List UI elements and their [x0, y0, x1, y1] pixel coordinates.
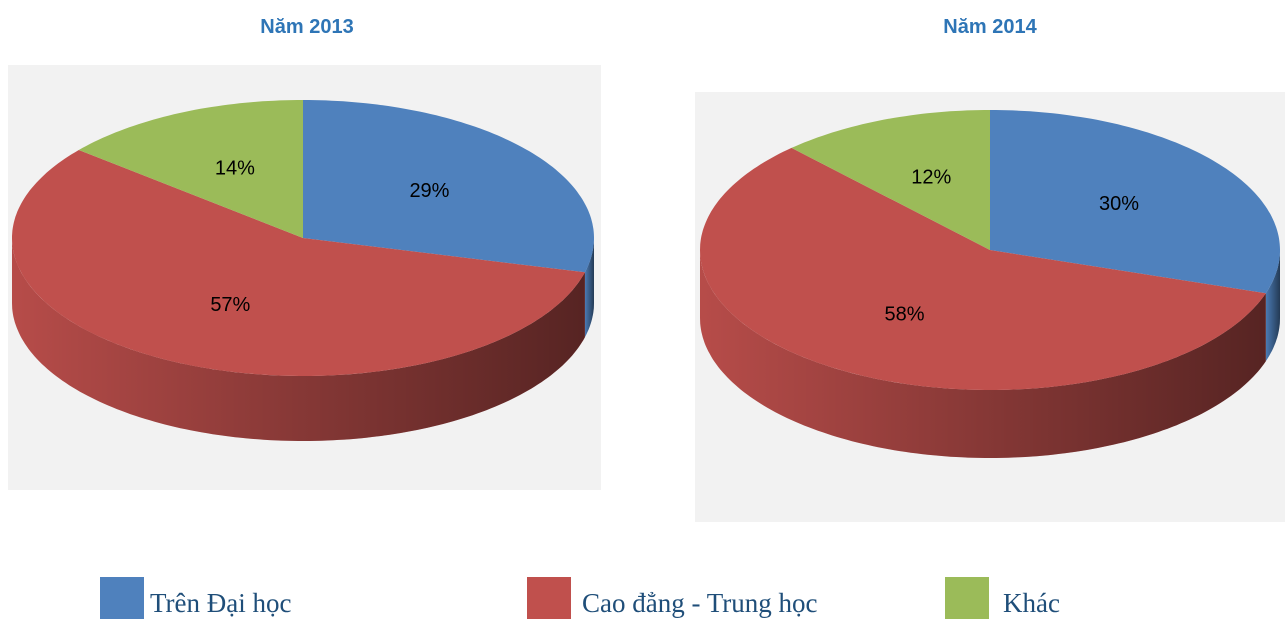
pie-side-shade	[12, 238, 585, 441]
data-label: 57%	[210, 294, 250, 316]
legend-swatch	[945, 577, 989, 619]
legend-label: Khác	[1003, 588, 1060, 618]
legend-swatch	[100, 577, 144, 619]
data-label: 29%	[409, 180, 449, 202]
chart-title: Năm 2013	[260, 16, 353, 38]
pie-slice	[990, 110, 1280, 294]
data-label: 30%	[1099, 193, 1139, 215]
data-label: 14%	[215, 158, 255, 180]
pie-slice	[303, 100, 594, 273]
pie-side-shade	[700, 250, 1266, 458]
data-label: 58%	[885, 303, 925, 325]
chart-title: Năm 2014	[943, 16, 1037, 38]
pie-slice	[78, 100, 303, 238]
pie-side-shade	[1265, 250, 1280, 362]
pie-slice	[700, 147, 1266, 390]
pie-slice	[12, 150, 585, 376]
legend-label: Trên Đại học	[150, 588, 292, 618]
pie-side-shade	[584, 238, 594, 338]
legend-swatch	[527, 577, 571, 619]
legend-label: Cao đẳng - Trung học	[582, 588, 818, 618]
data-label: 12%	[911, 167, 951, 189]
pie-slice	[791, 110, 990, 250]
